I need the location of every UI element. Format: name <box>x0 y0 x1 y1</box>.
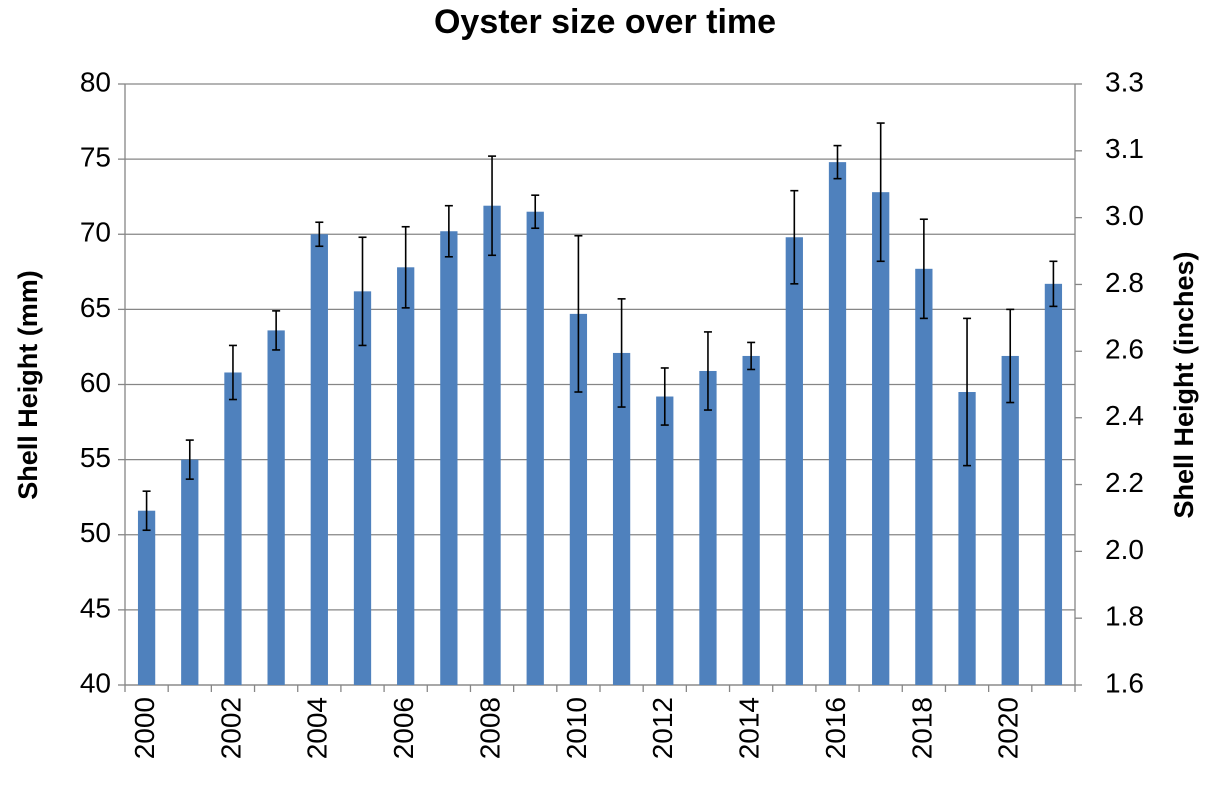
bar <box>699 370 717 685</box>
bar <box>872 192 890 685</box>
y-tick-label: 70 <box>80 217 111 248</box>
y2-tick-label: 2.6 <box>1105 334 1144 365</box>
error-bar <box>876 122 885 263</box>
y2-tick-label: 1.8 <box>1105 601 1144 632</box>
y-tick-label: 40 <box>80 667 111 698</box>
y-tick-label: 60 <box>80 367 111 398</box>
error-bar <box>617 298 626 408</box>
y-tick-label: 50 <box>80 517 111 548</box>
y2-tick-label: 3.0 <box>1105 200 1144 231</box>
error-bar <box>963 317 972 467</box>
error-bar <box>919 218 928 320</box>
bar <box>483 205 501 685</box>
y2-tick-label: 2.0 <box>1105 534 1144 565</box>
x-tick-label: 2004 <box>302 697 333 759</box>
error-bar <box>444 204 453 258</box>
error-bar <box>1006 308 1015 404</box>
bar <box>137 510 156 685</box>
error-bar <box>185 439 194 480</box>
error-bar <box>272 310 281 351</box>
error-bar <box>574 234 583 393</box>
error-bar <box>228 344 237 401</box>
bar <box>181 459 199 685</box>
x-tick-label: 2020 <box>993 697 1024 759</box>
error-bar <box>833 144 842 180</box>
bar <box>353 291 372 685</box>
bar <box>267 330 285 685</box>
y2-tick-label: 3.1 <box>1105 133 1144 164</box>
bar <box>397 267 415 685</box>
x-tick-label: 2006 <box>388 697 419 759</box>
y-tick-label: 80 <box>80 66 111 97</box>
error-bar <box>1049 260 1058 308</box>
y-axis-title: Shell Height (mm) <box>13 270 43 500</box>
x-tick-label: 2010 <box>561 697 592 759</box>
bar <box>742 355 760 685</box>
y-tick-label: 65 <box>80 292 111 323</box>
x-tick-label: 2016 <box>820 697 851 759</box>
error-bar <box>747 341 756 371</box>
bar <box>656 396 674 685</box>
y2-tick-label: 1.6 <box>1105 667 1144 698</box>
y2-tick-label: 3.3 <box>1105 66 1144 97</box>
bar <box>915 268 933 685</box>
error-bar <box>531 194 540 230</box>
bar <box>569 313 588 685</box>
x-tick-label: 2008 <box>474 697 505 759</box>
error-bar <box>358 236 367 347</box>
y-tick-label: 55 <box>80 442 111 473</box>
bar <box>224 372 242 685</box>
bar <box>526 211 544 685</box>
y2-axis-title: Shell Height (inches) <box>1169 251 1199 518</box>
x-tick-label: 2012 <box>647 697 678 759</box>
error-bar <box>790 189 799 285</box>
x-tick-label: 2014 <box>734 697 765 759</box>
bar <box>1001 355 1019 685</box>
x-tick-label: 2018 <box>906 697 937 759</box>
error-bar <box>703 331 712 411</box>
x-tick-label: 2000 <box>129 697 160 759</box>
y2-tick-label: 2.8 <box>1105 267 1144 298</box>
y2-tick-label: 2.4 <box>1105 400 1144 431</box>
bar <box>828 162 847 685</box>
bar <box>310 234 328 685</box>
bar <box>612 352 631 685</box>
error-bar <box>315 221 324 248</box>
error-bar <box>142 490 151 532</box>
bar <box>440 231 458 685</box>
y-tick-label: 45 <box>80 592 111 623</box>
x-tick-label: 2002 <box>215 697 246 759</box>
chart-title: Oyster size over time <box>434 3 776 41</box>
error-bar <box>488 155 497 257</box>
error-bar <box>401 225 410 309</box>
bar <box>785 237 803 685</box>
error-bar <box>660 367 669 426</box>
bar <box>958 392 976 685</box>
y-tick-label: 75 <box>80 142 111 173</box>
bar <box>1044 283 1063 685</box>
y2-tick-label: 2.2 <box>1105 467 1144 498</box>
